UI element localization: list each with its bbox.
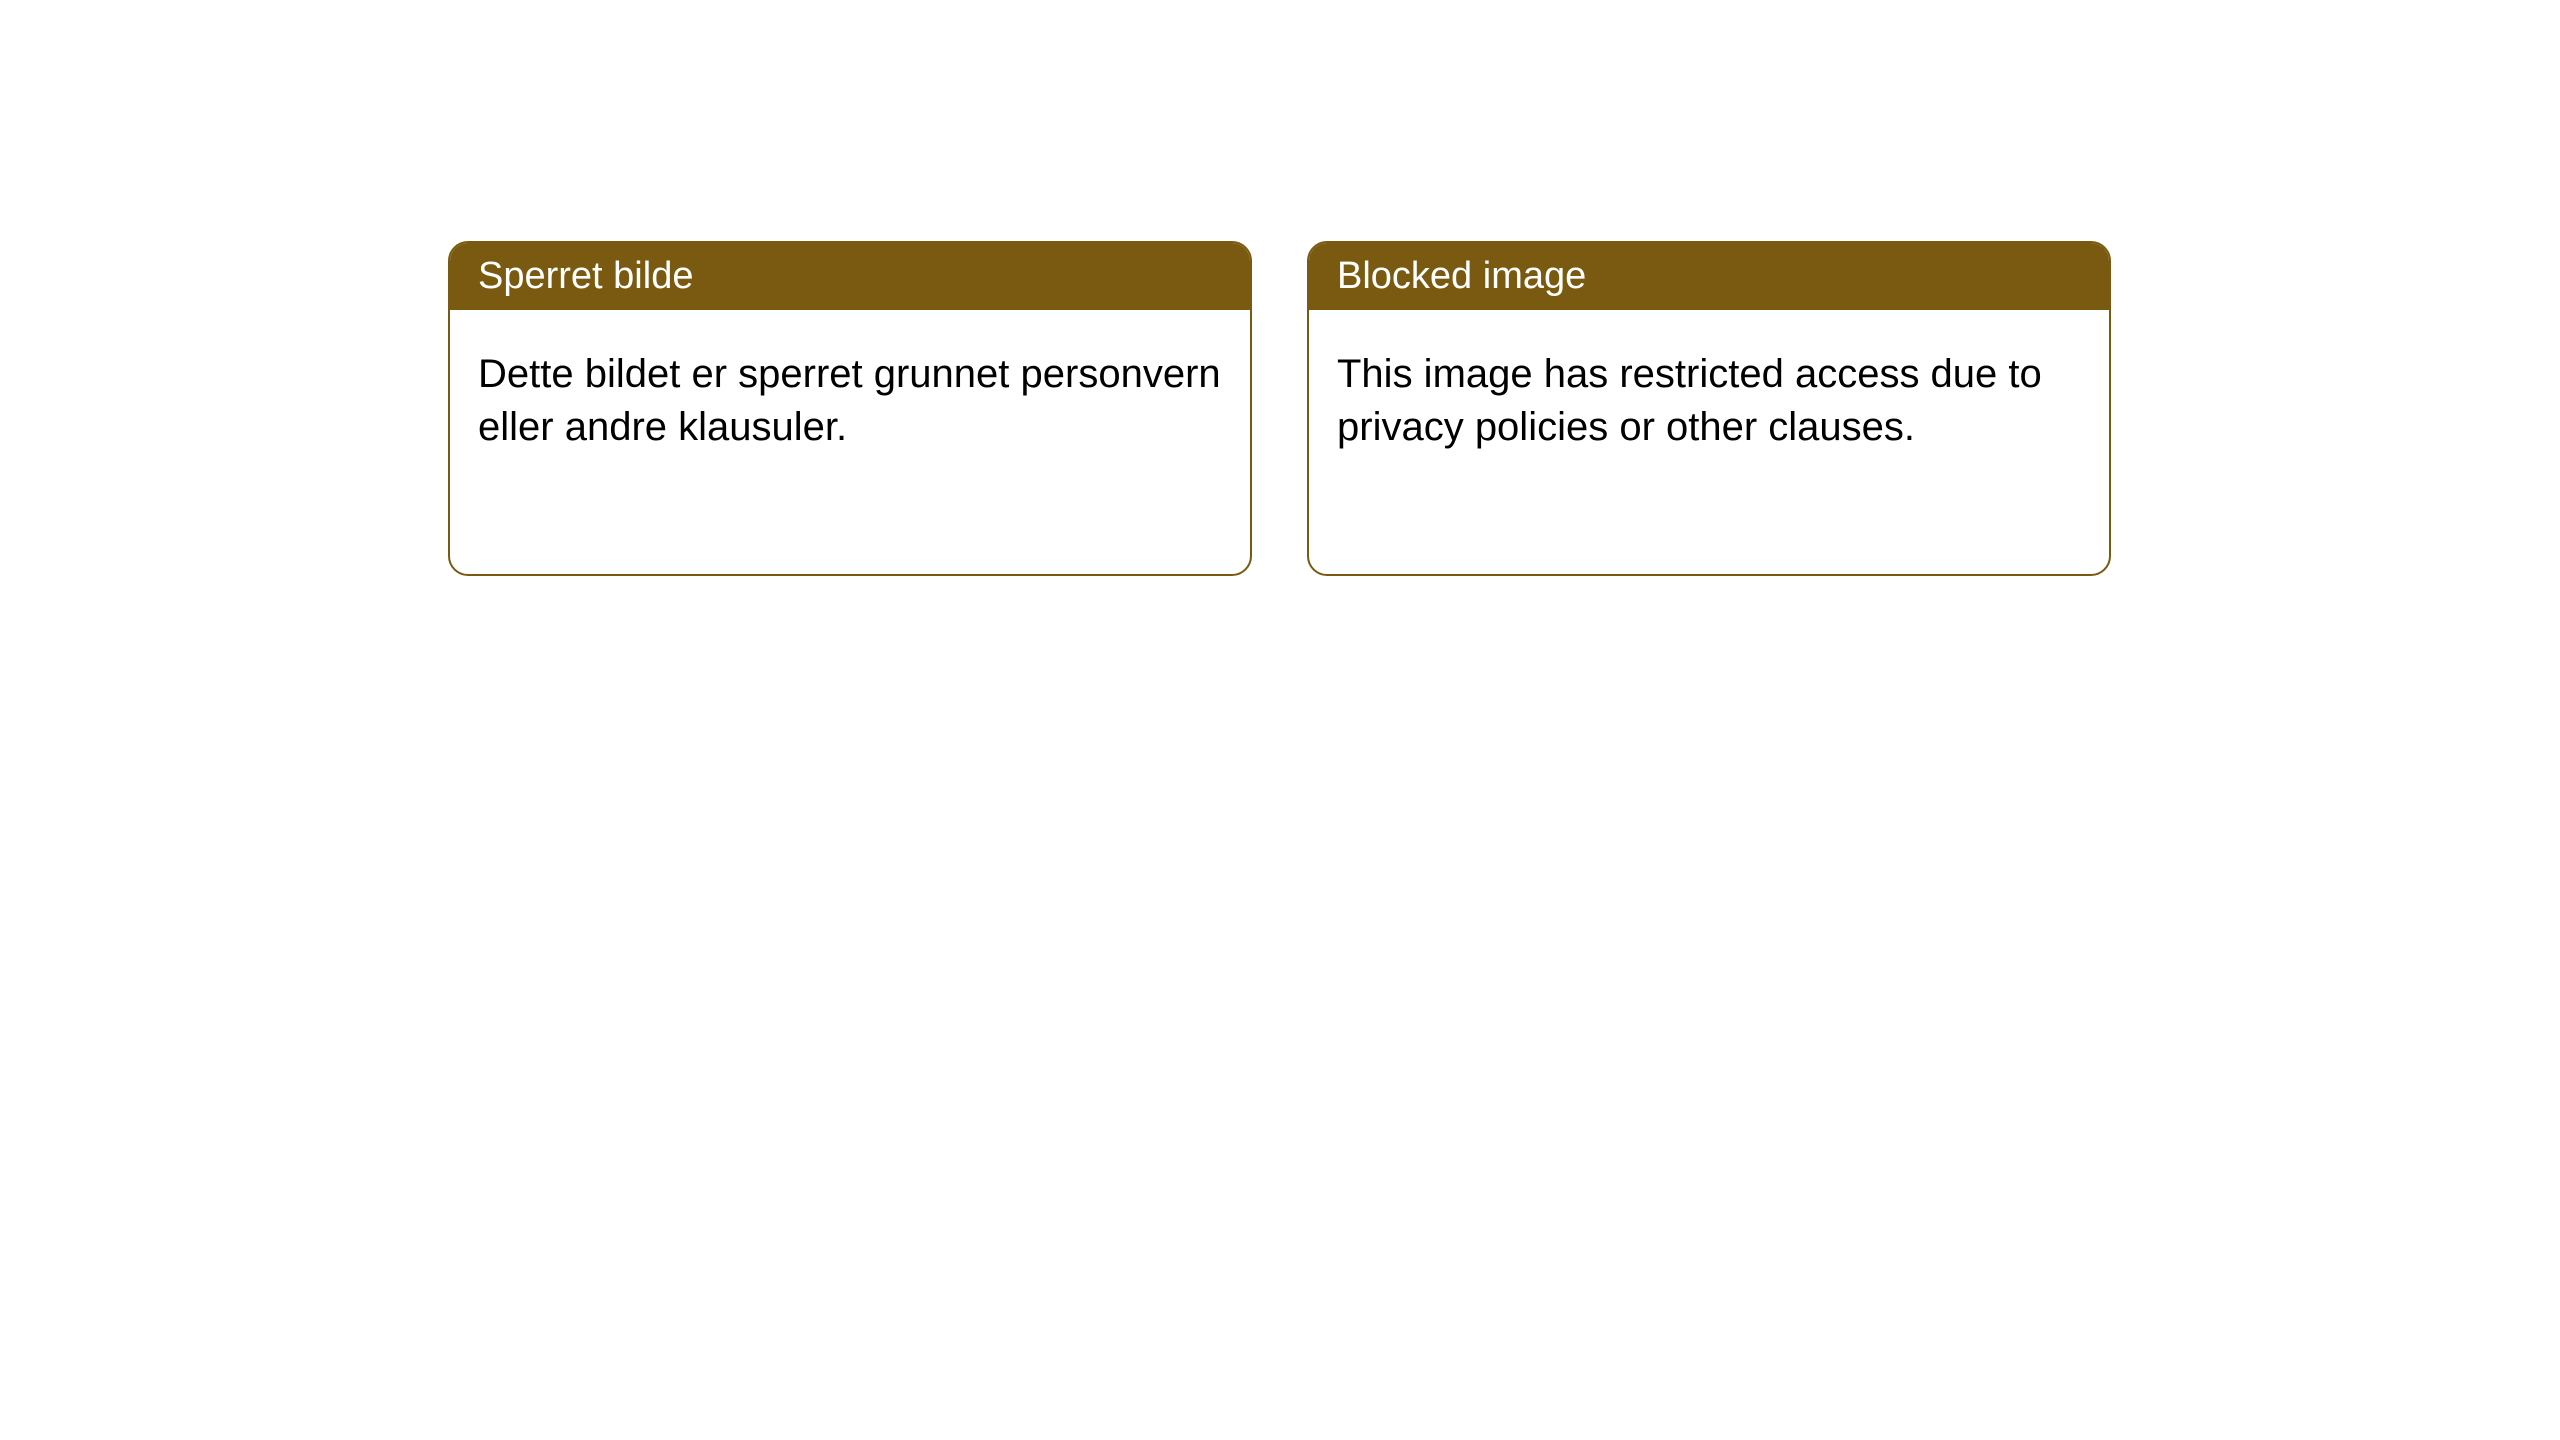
card-title: Sperret bilde: [478, 255, 693, 297]
card-body-text: Dette bildet er sperret grunnet personve…: [478, 352, 1221, 449]
card-header: Blocked image: [1309, 243, 2109, 310]
card-body: This image has restricted access due to …: [1309, 310, 2109, 492]
notice-card-english: Blocked image This image has restricted …: [1307, 241, 2111, 576]
notice-cards-container: Sperret bilde Dette bildet er sperret gr…: [448, 241, 2111, 576]
card-body-text: This image has restricted access due to …: [1337, 352, 2042, 449]
notice-card-norwegian: Sperret bilde Dette bildet er sperret gr…: [448, 241, 1252, 576]
card-header: Sperret bilde: [450, 243, 1250, 310]
card-title: Blocked image: [1337, 255, 1586, 297]
card-body: Dette bildet er sperret grunnet personve…: [450, 310, 1250, 492]
